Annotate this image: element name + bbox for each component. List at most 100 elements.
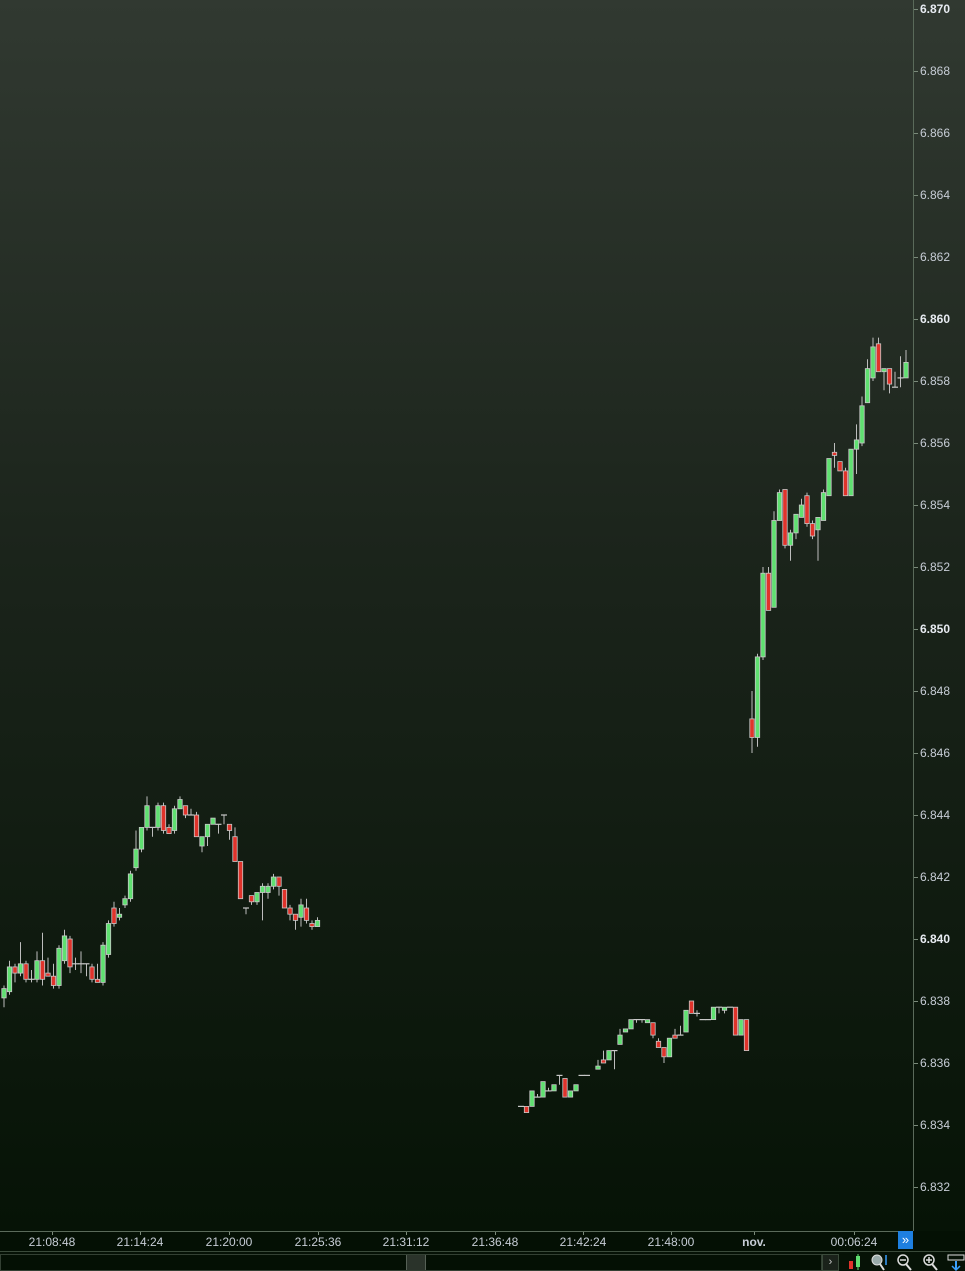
y-tick-label: 6.838 <box>920 994 951 1008</box>
candle <box>892 371 898 388</box>
candle-body-down <box>232 836 238 862</box>
candle-body-up <box>622 1028 629 1033</box>
candle <box>683 1009 689 1033</box>
candle <box>276 876 282 896</box>
y-tick <box>914 629 918 630</box>
candle <box>199 836 205 853</box>
candle-body-down <box>809 523 816 537</box>
candle-body-up <box>298 904 304 918</box>
candle <box>12 963 18 983</box>
candle <box>875 337 882 373</box>
candle-body-down <box>672 1034 678 1039</box>
candle-body-down <box>303 907 310 921</box>
x-tick <box>495 1232 496 1235</box>
candle <box>1 985 7 1008</box>
x-tick-label: 21:20:00 <box>205 1235 253 1249</box>
settings-panel-icon[interactable] <box>947 1253 965 1271</box>
candle-body-up <box>683 1009 689 1033</box>
y-tick-label: 6.848 <box>920 684 951 698</box>
y-tick-label: 6.846 <box>920 746 951 760</box>
chart-plot-area[interactable] <box>0 0 913 1231</box>
candle <box>122 895 128 908</box>
candle <box>738 1019 744 1036</box>
x-tick-label: 21:42:24 <box>559 1235 607 1249</box>
candle <box>292 913 299 930</box>
candle <box>210 817 216 825</box>
y-tick-label: 6.852 <box>920 560 951 574</box>
zoom-in-icon[interactable] <box>922 1253 940 1271</box>
candle-body-up <box>105 923 112 955</box>
candle <box>749 691 755 753</box>
candle-body-up <box>628 1019 634 1030</box>
candle <box>523 1106 530 1114</box>
candle <box>837 461 843 472</box>
candle-body-down <box>292 913 299 921</box>
candle <box>314 917 321 928</box>
candle-body-up <box>133 848 139 869</box>
candle-body-down <box>111 907 117 924</box>
candle <box>853 424 860 474</box>
candle <box>567 1090 574 1098</box>
scroll-right-button[interactable]: › <box>822 1254 839 1271</box>
candle <box>732 1006 739 1036</box>
y-tick-label: 6.832 <box>920 1180 951 1194</box>
candle <box>595 1059 601 1070</box>
y-tick-label: 6.862 <box>920 250 951 264</box>
candle <box>226 823 233 840</box>
candle-body-down <box>67 938 73 968</box>
candle <box>39 932 46 986</box>
scroll-to-end-button[interactable]: » <box>898 1231 913 1249</box>
y-tick-label: 6.856 <box>920 436 951 450</box>
candle-body-up <box>606 1050 612 1061</box>
y-tick <box>914 319 918 320</box>
candle-body-up <box>254 892 260 903</box>
candle <box>661 1047 667 1063</box>
candle <box>694 1010 700 1017</box>
y-tick <box>914 753 918 754</box>
candle <box>798 498 805 518</box>
candle <box>144 796 150 831</box>
x-tick <box>671 1232 672 1235</box>
candle <box>232 827 238 862</box>
candle <box>881 368 887 391</box>
candle-body-up <box>34 960 40 980</box>
candle <box>611 1049 618 1070</box>
price-axis[interactable]: 6.870 6.868 6.866 6.864 6.862 6.860 6.858 6.856… <box>913 0 965 1231</box>
candle <box>127 870 134 902</box>
candle-body-down <box>50 975 57 986</box>
candle-body-down <box>12 966 18 974</box>
bottom-toolbar: › <box>0 1251 965 1271</box>
candle <box>287 904 293 921</box>
candle-body-up <box>144 805 150 828</box>
candle-body-up <box>771 520 777 608</box>
horizontal-scrollbar[interactable] <box>0 1254 822 1271</box>
scrollbar-thumb[interactable] <box>406 1255 426 1270</box>
candle <box>870 337 876 381</box>
candle <box>760 567 766 660</box>
candle-body-down <box>688 1000 695 1014</box>
x-tick <box>229 1232 230 1235</box>
candle-body-up <box>815 517 821 531</box>
candle <box>83 963 90 977</box>
candle <box>622 1028 629 1033</box>
candle <box>831 443 838 468</box>
time-axis[interactable]: 21:08:48 21:14:24 21:20:00 21:25:36 21:31:12… <box>0 1231 913 1251</box>
candle-body-up <box>644 1019 651 1024</box>
candle <box>78 951 84 974</box>
candle <box>815 517 821 561</box>
candle-body-down <box>523 1106 530 1114</box>
candle <box>138 827 145 853</box>
candle <box>303 898 310 924</box>
candle-body-down <box>765 572 772 611</box>
candle <box>644 1019 651 1024</box>
candle <box>182 805 189 819</box>
candle-body-down <box>39 960 46 980</box>
y-tick-label: 6.866 <box>920 126 951 140</box>
y-tick <box>914 133 918 134</box>
candle <box>551 1084 557 1092</box>
chart-style-icon[interactable] <box>846 1253 864 1271</box>
zoom-out-icon[interactable] <box>896 1253 914 1271</box>
x-tick-label: 21:48:00 <box>647 1235 695 1249</box>
zoom-vertical-icon[interactable] <box>870 1253 888 1271</box>
candle <box>17 942 24 977</box>
